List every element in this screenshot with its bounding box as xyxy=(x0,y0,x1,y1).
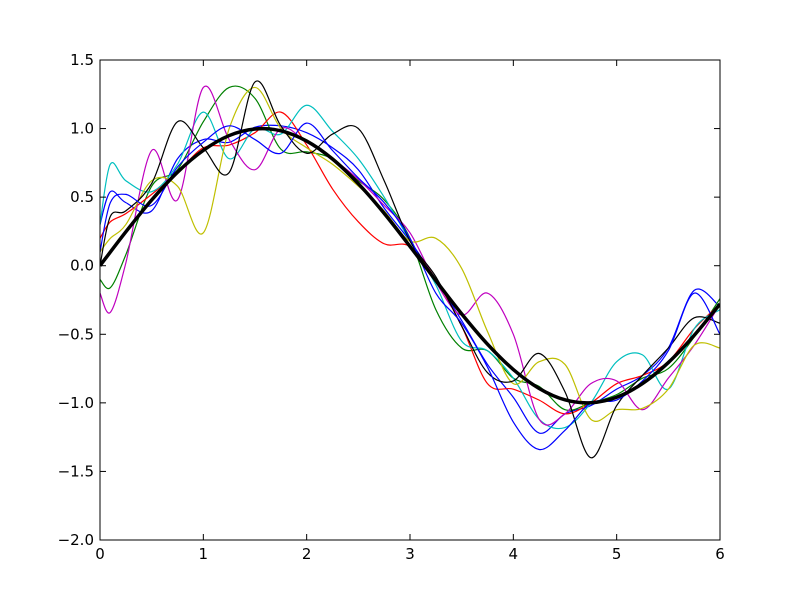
y-tick-label: −1.5 xyxy=(58,462,94,480)
series-line-6 xyxy=(100,86,720,422)
x-tick-label: 4 xyxy=(509,545,519,563)
series-line-1 xyxy=(100,124,720,434)
series-line-2 xyxy=(100,85,720,411)
x-tick-label: 2 xyxy=(302,545,312,563)
y-tick-label: 0.0 xyxy=(70,257,94,275)
y-tick-label: 1.5 xyxy=(70,51,94,69)
series-line-7 xyxy=(100,80,720,459)
series-line-8 xyxy=(100,122,720,451)
reference-layer xyxy=(100,126,720,405)
tick-layer: 0 1 2 3 4 5 6 −2.0 −1.5 −1.0 −0.5 0.0 0.5 1.0 1.5 xyxy=(58,51,725,563)
y-tick-label: −0.5 xyxy=(58,325,94,343)
reference-sine-line xyxy=(100,126,720,405)
y-tick-label: 0.5 xyxy=(70,188,94,206)
y-tick-label: −2.0 xyxy=(58,531,94,549)
x-tick-label: 5 xyxy=(612,545,622,563)
x-tick-label: 1 xyxy=(199,545,209,563)
x-tick-label: 0 xyxy=(95,545,105,563)
y-tick-label: −1.0 xyxy=(58,394,94,412)
x-tick-label: 6 xyxy=(715,545,725,563)
y-tick-label: 1.0 xyxy=(70,120,94,138)
series-layer xyxy=(100,80,720,459)
x-tick-label: 3 xyxy=(405,545,415,563)
series-line-5 xyxy=(100,85,720,426)
